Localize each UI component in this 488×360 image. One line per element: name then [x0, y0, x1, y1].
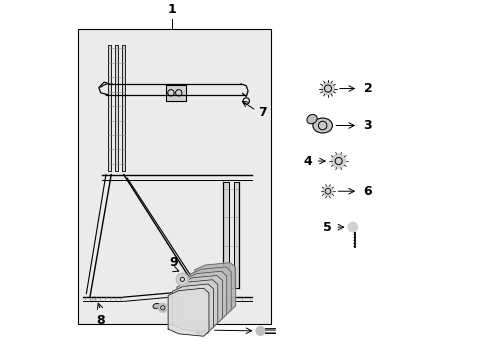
Bar — [233, 182, 239, 288]
Polygon shape — [177, 280, 218, 328]
Circle shape — [322, 186, 333, 197]
Bar — [107, 45, 110, 171]
Text: 8: 8 — [96, 314, 105, 327]
Polygon shape — [353, 232, 354, 247]
Polygon shape — [190, 267, 231, 315]
Circle shape — [176, 273, 188, 286]
Text: 3: 3 — [363, 119, 371, 132]
Text: 6: 6 — [363, 185, 371, 198]
Polygon shape — [172, 284, 213, 332]
Polygon shape — [168, 288, 208, 336]
Circle shape — [229, 296, 234, 302]
Bar — [122, 45, 124, 171]
Polygon shape — [181, 275, 222, 323]
Circle shape — [90, 296, 96, 302]
Text: 1: 1 — [167, 4, 176, 17]
Text: 10: 10 — [193, 324, 210, 337]
Circle shape — [255, 326, 264, 336]
Text: 9: 9 — [169, 256, 177, 269]
Circle shape — [158, 303, 167, 312]
FancyArrowPatch shape — [310, 118, 316, 121]
Text: 7: 7 — [257, 106, 266, 119]
Polygon shape — [194, 263, 235, 311]
Circle shape — [321, 82, 334, 95]
Ellipse shape — [306, 114, 317, 124]
Polygon shape — [185, 271, 226, 319]
Bar — [77, 29, 270, 324]
Ellipse shape — [312, 118, 332, 133]
Bar — [223, 182, 228, 288]
Text: 5: 5 — [322, 221, 331, 234]
Circle shape — [178, 275, 186, 284]
FancyArrowPatch shape — [101, 84, 112, 87]
Text: 4: 4 — [303, 154, 311, 167]
Circle shape — [347, 222, 357, 232]
Ellipse shape — [153, 303, 160, 309]
Bar — [166, 85, 185, 101]
Bar — [115, 45, 118, 171]
Circle shape — [331, 154, 345, 168]
Text: 2: 2 — [363, 82, 371, 95]
